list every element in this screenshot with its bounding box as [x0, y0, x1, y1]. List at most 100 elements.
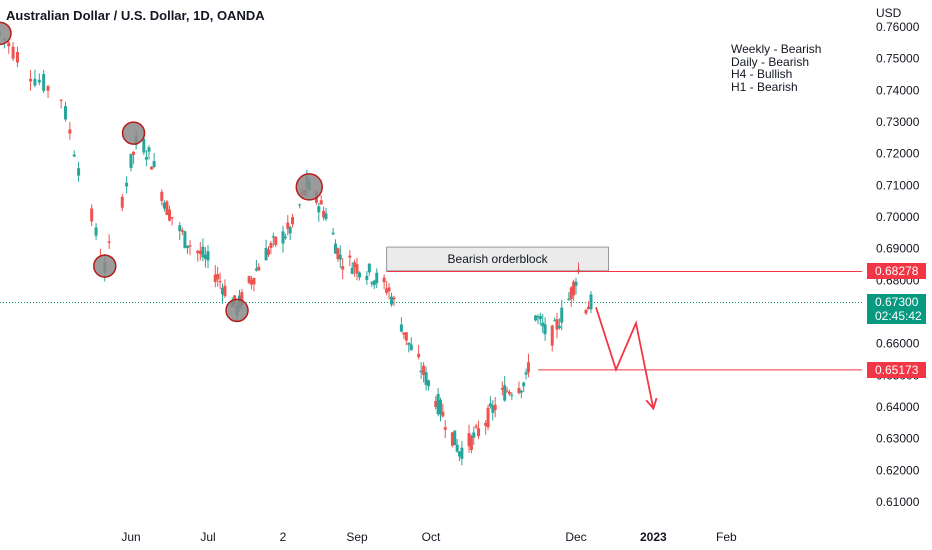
candle-body	[203, 254, 207, 259]
candle-body	[240, 292, 244, 306]
candle-body	[441, 411, 445, 417]
swing-marker	[225, 298, 249, 323]
candle-body	[144, 156, 148, 160]
candle-body	[524, 372, 528, 375]
candle-body	[474, 425, 478, 428]
candle-body	[281, 231, 285, 244]
candle-body	[216, 274, 220, 280]
candle-body	[375, 272, 379, 284]
candle-body	[538, 315, 542, 320]
candle-body	[183, 231, 187, 248]
candle-body	[505, 390, 509, 392]
x-axis[interactable]: Jun Jul 2 Sep Oct Dec 2023 Feb	[121, 530, 737, 544]
candle-body	[7, 42, 11, 47]
candle-body	[298, 204, 302, 206]
candle-body	[213, 274, 217, 282]
candle-body	[331, 232, 335, 235]
candle-body	[269, 243, 273, 249]
candle-body	[341, 266, 345, 270]
x-tick-label: 2	[280, 530, 287, 544]
candle-body	[142, 138, 146, 153]
x-tick-label: Dec	[565, 530, 586, 544]
x-tick-label: 2023	[640, 530, 667, 544]
candle-body	[271, 236, 275, 238]
candle-body	[46, 86, 50, 91]
candle-body	[417, 353, 421, 358]
candle-body	[120, 196, 124, 208]
candle-body	[543, 324, 547, 335]
candle-body	[286, 222, 290, 229]
y-tick-label: 0.74000	[876, 83, 920, 97]
x-tick-label: Oct	[422, 530, 441, 544]
candle-body	[372, 280, 376, 286]
y-tick-label: 0.61000	[876, 495, 920, 509]
candle-body	[443, 427, 447, 430]
candle-body	[353, 262, 357, 268]
candle-body	[178, 225, 182, 232]
candle-body	[90, 208, 94, 222]
candle-body	[404, 332, 408, 341]
x-tick-label: Jul	[200, 530, 215, 544]
y-tick-label: 0.69000	[876, 242, 920, 256]
candle-body	[201, 246, 205, 258]
candle-body	[206, 251, 210, 261]
candle-body	[266, 249, 270, 255]
y-tick-label: 0.73000	[876, 115, 920, 129]
candle-body	[254, 268, 258, 271]
candle-body	[553, 320, 557, 322]
candle-body	[334, 243, 338, 254]
candle-body	[355, 264, 359, 274]
candle-body	[168, 209, 171, 221]
candle-body	[567, 298, 571, 300]
candle-body	[455, 444, 459, 452]
candle-body	[68, 129, 72, 134]
candle-body	[467, 433, 471, 447]
x-tick-label: Sep	[346, 530, 368, 544]
candle-body	[198, 250, 202, 254]
candle-body	[510, 394, 514, 396]
y-tick-label: 0.62000	[876, 463, 920, 477]
candle-body	[409, 344, 413, 351]
candle-body	[534, 315, 538, 321]
candle-body	[587, 306, 590, 310]
candle-body	[555, 319, 559, 330]
candle-body	[218, 281, 222, 283]
candle-body	[125, 182, 129, 187]
candle-body	[367, 263, 371, 273]
note-h4: H4 - Bullish	[731, 67, 793, 81]
candle-body	[574, 281, 578, 286]
current-price-badge: 0.67300 02:45:42	[867, 294, 926, 324]
y-tick-label: 0.63000	[876, 432, 920, 446]
candle-body	[484, 423, 488, 426]
candle-body	[42, 74, 46, 91]
candle-body	[560, 307, 564, 323]
candle-body	[439, 399, 443, 415]
candle-body	[469, 435, 473, 451]
candle-body	[365, 275, 369, 280]
candle-body	[150, 166, 154, 170]
candle-body	[569, 287, 573, 300]
candle-body	[64, 106, 67, 120]
candle-body	[322, 211, 326, 218]
swing-marker	[295, 173, 324, 201]
candle-body	[385, 288, 389, 293]
candle-body	[72, 154, 76, 157]
x-tick-label: Feb	[716, 530, 737, 544]
candle-body	[488, 403, 492, 407]
candle-body	[450, 432, 454, 446]
y-tick-label: 0.75000	[876, 52, 920, 66]
candle-body	[196, 250, 200, 254]
candle-body	[526, 362, 530, 373]
projection-layer	[595, 306, 658, 411]
candle-body	[336, 248, 340, 260]
swing-markers-layer	[0, 21, 324, 323]
swing-marker	[93, 254, 117, 278]
candle-body	[589, 294, 593, 310]
candle-body	[491, 405, 495, 413]
y-tick-label: 0.72000	[876, 147, 920, 161]
candle-body	[188, 245, 192, 247]
candle-body	[252, 278, 256, 285]
candle-body	[132, 151, 136, 155]
levels-layer	[0, 271, 862, 371]
candle-body	[257, 266, 261, 271]
